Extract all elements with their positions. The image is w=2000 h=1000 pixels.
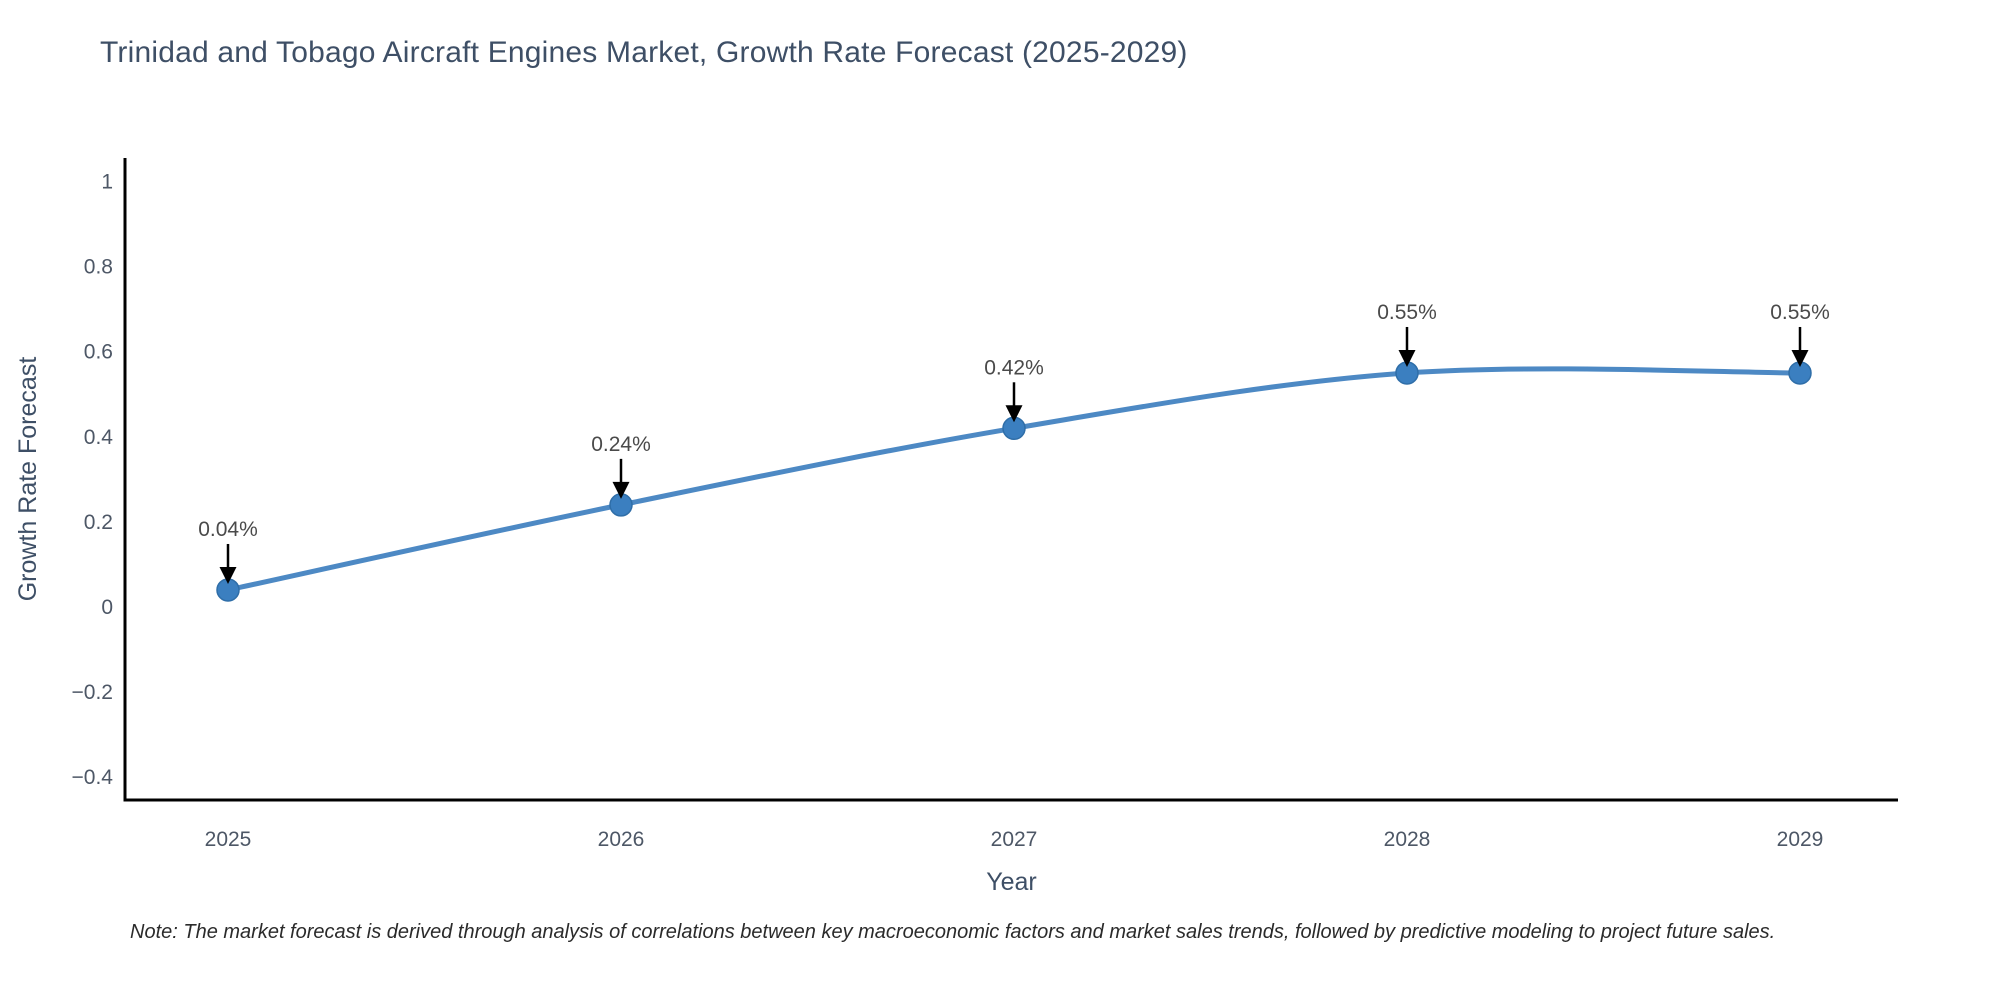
x-axis-tick-label: 2029: [1777, 828, 1824, 851]
data-point-label: 0.55%: [1770, 301, 1830, 324]
annotation-arrow-head: [612, 481, 630, 499]
y-axis-tick-label: 0.2: [84, 511, 113, 534]
axis-line: [123, 158, 1898, 802]
x-axis-title: Year: [986, 868, 1037, 896]
x-axis-tick-label: 2026: [598, 828, 645, 851]
data-point-label: 0.24%: [591, 433, 651, 456]
y-axis-tick-label: 0: [101, 596, 113, 619]
data-point-label: 0.04%: [198, 518, 258, 541]
y-axis-tick-label: −0.4: [72, 766, 114, 789]
chart-title: Trinidad and Tobago Aircraft Engines Mar…: [100, 36, 1188, 69]
y-axis-tick-label: 0.8: [84, 256, 113, 279]
annotation-arrow-head: [1005, 405, 1023, 423]
data-point-label: 0.55%: [1377, 301, 1437, 324]
annotation-arrow-head: [1791, 349, 1809, 367]
x-axis-tick-label: 2025: [205, 828, 252, 851]
y-axis-tick-label: 1: [101, 171, 113, 194]
annotation-arrow-head: [219, 566, 237, 584]
annotation-arrow-head: [1398, 349, 1416, 367]
y-axis-title: Growth Rate Forecast: [14, 357, 42, 602]
y-axis-tick-label: 0.4: [84, 426, 114, 449]
x-axis-tick-label: 2027: [991, 828, 1038, 851]
data-point-label: 0.42%: [984, 356, 1044, 379]
x-axis-tick-label: 2028: [1384, 828, 1431, 851]
methodology-note: Note: The market forecast is derived thr…: [130, 921, 1776, 943]
y-axis-tick-label: −0.2: [72, 681, 113, 704]
y-axis-tick-label: 0.6: [84, 341, 113, 364]
